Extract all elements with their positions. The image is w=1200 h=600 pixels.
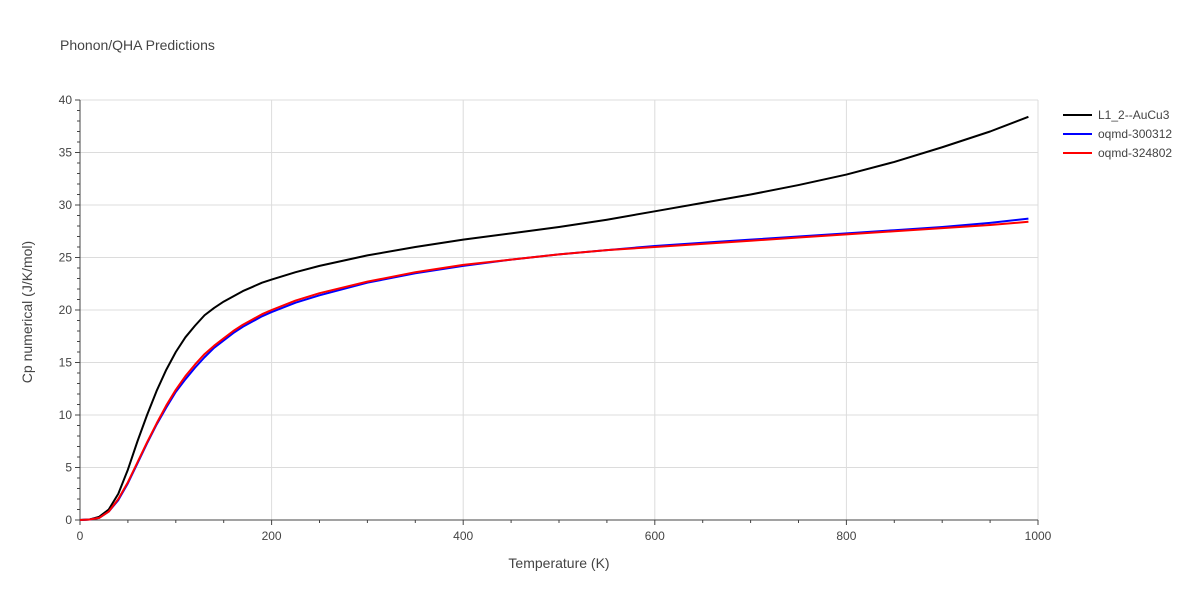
x-tick-label: 400: [453, 529, 473, 543]
legend-item[interactable]: oqmd-324802: [1063, 146, 1172, 160]
series-line-oqmd-324802[interactable]: [79, 220, 1029, 521]
series-line-oqmd-300312[interactable]: [79, 217, 1029, 521]
x-tick-label: 0: [77, 529, 84, 543]
y-tick-label: 10: [59, 408, 73, 422]
series-lines: [79, 115, 1029, 521]
legend-item[interactable]: oqmd-300312: [1063, 127, 1172, 141]
y-axis-title: Cp numerical (J/K/mol): [19, 241, 35, 383]
y-tick-label: 25: [59, 251, 73, 265]
x-tick-label: 200: [262, 529, 282, 543]
legend-label: oqmd-324802: [1098, 146, 1172, 160]
y-tick-label: 30: [59, 198, 73, 212]
series-line-L1_2--AuCu3[interactable]: [79, 115, 1029, 521]
x-tick-label: 600: [645, 529, 665, 543]
x-tick-label: 1000: [1025, 529, 1052, 543]
legend-item[interactable]: L1_2--AuCu3: [1063, 108, 1170, 122]
axes: 0 200 400 600 800 1000 0 5 10 15 20 25 30 35 40: [59, 93, 1052, 543]
y-tick-label: 5: [65, 461, 72, 475]
legend-label: L1_2--AuCu3: [1098, 108, 1170, 122]
y-tick-label: 20: [59, 303, 73, 317]
legend[interactable]: L1_2--AuCu3 oqmd-300312 oqmd-324802: [1063, 108, 1172, 160]
x-axis-title: Temperature (K): [508, 555, 609, 571]
y-tick-label: 40: [59, 93, 73, 107]
x-tick-label: 800: [836, 529, 856, 543]
legend-label: oqmd-300312: [1098, 127, 1172, 141]
y-tick-label: 15: [59, 356, 73, 370]
chart-title: Phonon/QHA Predictions: [60, 37, 215, 53]
y-tick-label: 0: [65, 513, 72, 527]
y-tick-label: 35: [59, 146, 73, 160]
grid: [80, 99, 1039, 520]
